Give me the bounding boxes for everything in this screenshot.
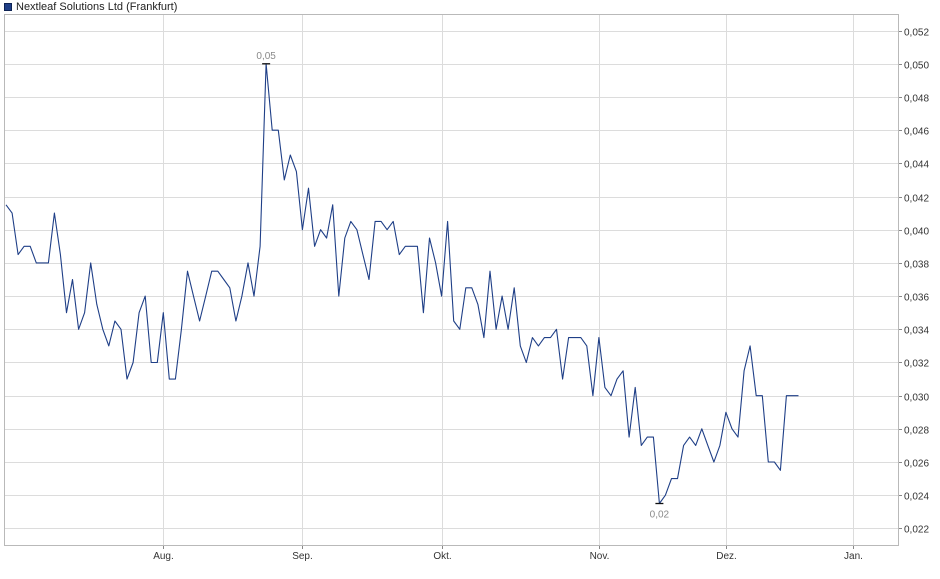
y-tick-label: 0,040	[904, 227, 929, 238]
series-layer	[5, 63, 799, 505]
chart-legend: Nextleaf Solutions Ltd (Frankfurt)	[4, 1, 177, 13]
x-tick-label: Jan.	[844, 551, 863, 562]
y-tick-label: 0,034	[904, 326, 929, 337]
annotations: 0,05 0,02	[256, 51, 669, 521]
y-tick-label: 0,044	[904, 160, 929, 171]
legend-label: Nextleaf Solutions Ltd (Frankfurt)	[16, 1, 178, 13]
y-tick-label: 0,038	[904, 260, 929, 271]
price-series-line	[5, 63, 799, 505]
y-tick-label: 0,048	[904, 94, 929, 105]
y-tick-label: 0,036	[904, 293, 929, 304]
horizontal-gridlines	[4, 31, 902, 529]
y-tick-label: 0,022	[904, 525, 929, 536]
y-tick-label: 0,052	[904, 28, 929, 39]
y-tick-label: 0,024	[904, 492, 929, 503]
y-tick-label: 0,028	[904, 426, 929, 437]
x-axis-tick-labels: Aug. Sep. Okt. Nov. Dez. Jan.	[153, 551, 863, 562]
legend-swatch	[4, 3, 12, 11]
y-tick-label: 0,030	[904, 393, 929, 404]
high-label: 0,05	[256, 51, 276, 62]
y-tick-label: 0,026	[904, 459, 929, 470]
x-tick-label: Nov.	[590, 551, 610, 562]
low-label: 0,02	[650, 510, 670, 521]
x-tick-label: Dez.	[716, 551, 737, 562]
y-tick-label: 0,046	[904, 127, 929, 138]
x-tick-label: Aug.	[153, 551, 174, 562]
y-axis-tick-labels: 0,022 0,024 0,026 0,028 0,030 0,032 0,034 0,036…	[904, 28, 929, 536]
y-tick-label: 0,032	[904, 359, 929, 370]
vertical-gridlines	[163, 14, 854, 549]
y-tick-label: 0,042	[904, 194, 929, 205]
x-tick-label: Sep.	[292, 551, 313, 562]
plot-frame	[4, 14, 899, 546]
x-tick-label: Okt.	[433, 551, 451, 562]
y-tick-label: 0,050	[904, 61, 929, 72]
